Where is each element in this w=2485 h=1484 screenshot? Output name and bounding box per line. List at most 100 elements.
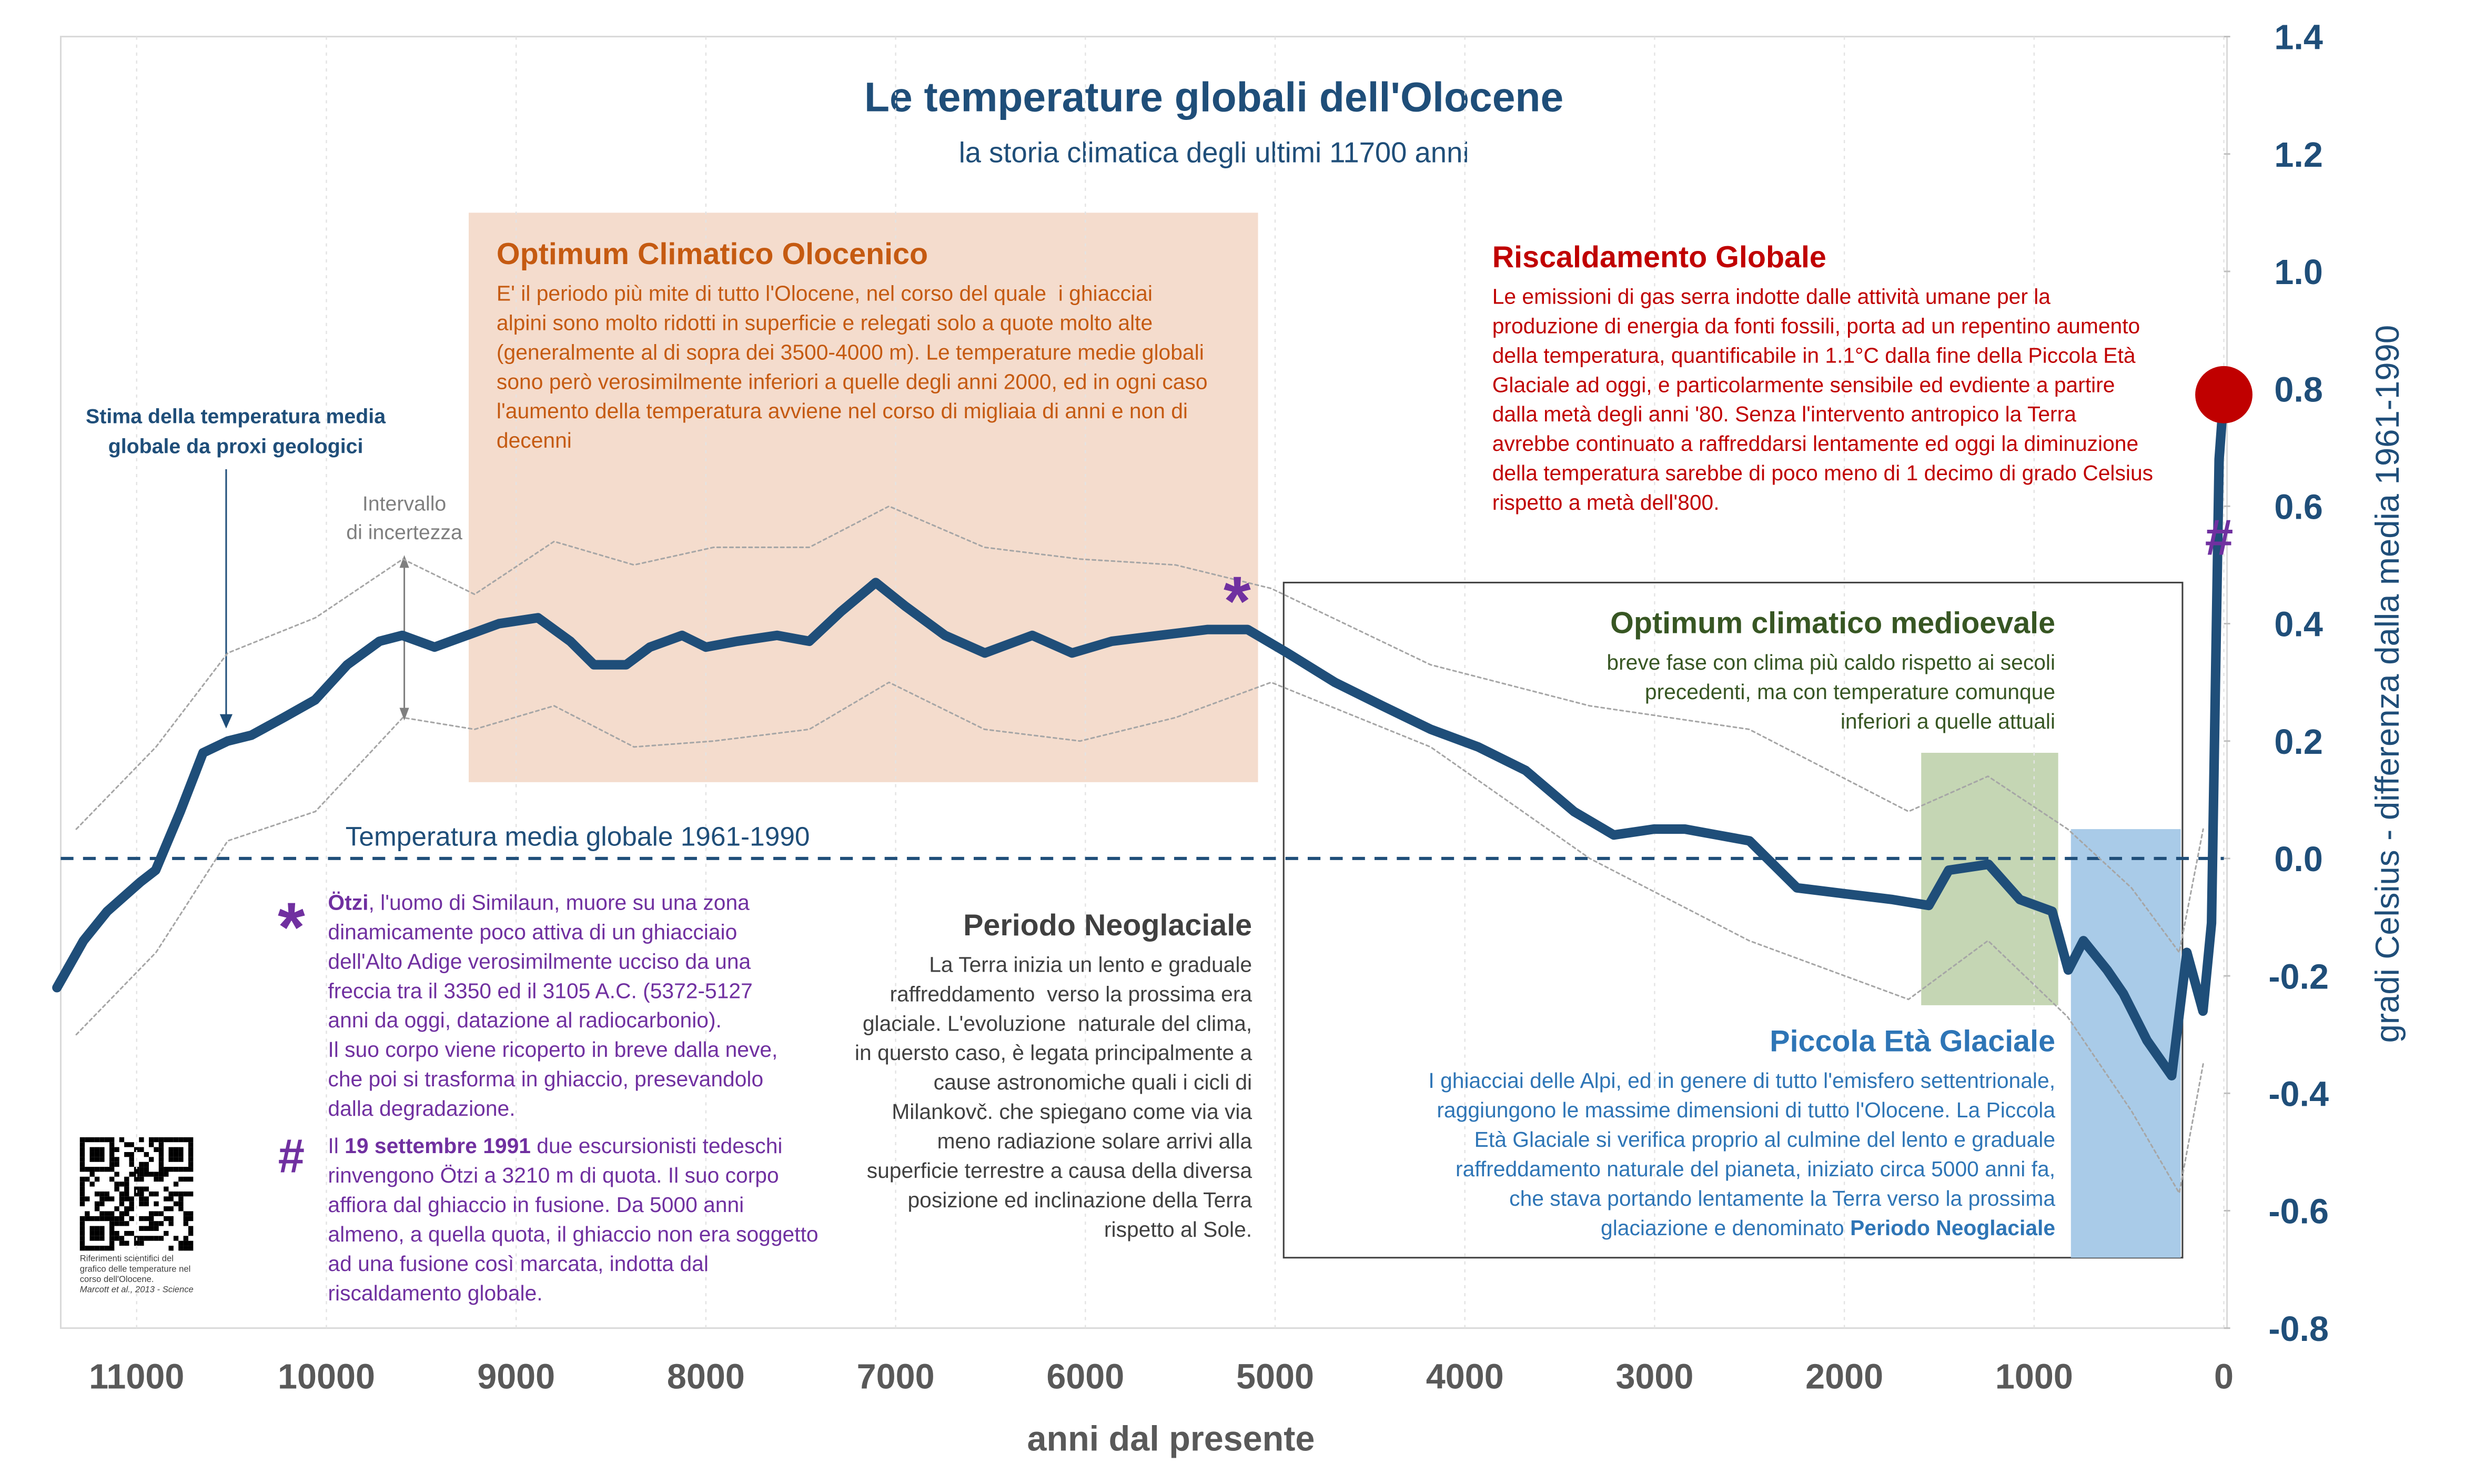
annotation-line: riscaldamento globale.	[328, 1281, 542, 1305]
y-tick-label: 1.2	[2274, 136, 2322, 175]
qr-cell	[79, 1221, 85, 1226]
x-tick-label: 10000	[278, 1358, 375, 1397]
qr-cell	[139, 1240, 144, 1246]
x-tick-label: 5000	[1236, 1358, 1314, 1397]
qr-cell	[188, 1191, 194, 1197]
qr-cell	[94, 1236, 100, 1241]
qr-cell	[79, 1152, 85, 1157]
annotation-line: globale da proxi geologici	[108, 435, 363, 458]
qr-cell	[99, 1191, 105, 1197]
qr-cell	[158, 1221, 164, 1226]
qr-cell	[89, 1216, 95, 1221]
qr-cell	[173, 1152, 179, 1157]
qr-cell	[79, 1137, 85, 1143]
qr-cell	[94, 1176, 100, 1182]
annotation-line: l'aumento della temperatura avviene nel …	[497, 399, 1188, 423]
qr-cell	[164, 1172, 169, 1177]
qr-cell	[188, 1137, 194, 1143]
qr-cell	[114, 1221, 119, 1226]
qr-cell	[104, 1167, 110, 1172]
qr-cell	[188, 1230, 194, 1236]
qr-cell	[154, 1201, 159, 1207]
qr-cell	[79, 1147, 85, 1152]
x-tick-label: 3000	[1615, 1358, 1693, 1397]
annotation-line: breve fase con clima più caldo rispetto …	[1607, 650, 2055, 674]
qr-cell	[119, 1201, 125, 1207]
qr-cell	[158, 1152, 164, 1157]
qr-cell	[154, 1226, 159, 1231]
qr-cell	[119, 1196, 125, 1202]
qr-cell	[99, 1137, 105, 1143]
annotation-line: glaciazione e denominato Periodo Neoglac…	[1601, 1216, 2055, 1240]
qr-cell	[99, 1211, 105, 1216]
qr-cell	[129, 1201, 134, 1207]
qr-cell	[85, 1196, 90, 1202]
y-tick-label: -0.8	[2268, 1310, 2329, 1349]
qr-cell	[148, 1191, 154, 1197]
qr-cell	[173, 1137, 179, 1143]
qr-cell	[139, 1137, 144, 1143]
qr-cell	[183, 1216, 188, 1221]
qr-cell	[178, 1191, 184, 1197]
qr-cell	[85, 1211, 90, 1216]
qr-cell	[183, 1221, 188, 1226]
qr-cell	[79, 1167, 85, 1172]
qr-cell	[104, 1137, 110, 1143]
qr-cell	[188, 1152, 194, 1157]
qr-cell	[114, 1236, 119, 1241]
annotation-line: Il suo corpo viene ricoperto in breve da…	[328, 1037, 777, 1062]
qr-cell	[148, 1236, 154, 1241]
qr-cell	[168, 1196, 174, 1202]
qr-cell	[188, 1226, 194, 1231]
qr-cell	[168, 1157, 174, 1162]
qr-cell	[154, 1147, 159, 1152]
qr-cell	[139, 1186, 144, 1192]
qr-cell	[94, 1147, 100, 1152]
y-tick-label: 1.4	[2274, 18, 2322, 57]
qr-cell	[119, 1211, 125, 1216]
qr-cell	[114, 1182, 119, 1187]
qr-cell	[89, 1147, 95, 1152]
qr-cell	[139, 1162, 144, 1167]
annotation-line: Il 19 settembre 1991 due escursionisti t…	[328, 1134, 782, 1158]
annotation-line: (generalmente al di sopra dei 3500-4000 …	[497, 340, 1204, 364]
qr-cell	[124, 1196, 129, 1202]
uncertainty-line	[75, 505, 2204, 953]
qr-cell	[129, 1162, 134, 1167]
qr-cell	[99, 1152, 105, 1157]
qr-cell	[129, 1196, 134, 1202]
annotation-line: La Terra inizia un lento e graduale	[929, 952, 1252, 976]
annotation-segment: Periodo Neoglaciale	[1850, 1216, 2055, 1240]
qr-cell	[168, 1147, 174, 1152]
annotation-line: che stava portando lentamente la Terra v…	[1509, 1186, 2055, 1210]
annotation-line: precedenti, ma con temperature comunque	[1645, 680, 2055, 704]
region	[2070, 829, 2181, 1258]
qr-cell	[168, 1167, 174, 1172]
qr-cell	[148, 1157, 154, 1162]
qr-cell	[158, 1211, 164, 1216]
qr-cell	[109, 1137, 115, 1143]
y-tick-label: 0.0	[2274, 840, 2322, 879]
qr-cell	[79, 1236, 85, 1241]
uncertainty-line	[75, 681, 2204, 1194]
qr-cell	[114, 1147, 119, 1152]
qr-cell	[89, 1157, 95, 1162]
annotation-line: inferiori a quelle attuali	[1841, 709, 2055, 733]
temperature-line	[52, 390, 2229, 1081]
qr-cell	[164, 1196, 169, 1202]
qr-cell	[99, 1236, 105, 1241]
qr-cell	[168, 1221, 174, 1226]
qr-cell	[178, 1157, 184, 1162]
annotation-line: freccia tra il 3350 ed il 3105 A.C. (537…	[328, 978, 752, 1003]
qr-cell	[164, 1206, 169, 1212]
qr-cell	[158, 1167, 164, 1172]
qr-cell	[89, 1246, 95, 1251]
qr-cell	[144, 1196, 149, 1202]
annotation-line: meno radiazione solare arrivi alla	[937, 1129, 1252, 1153]
qr-cell	[148, 1172, 154, 1177]
qr-cell	[114, 1172, 119, 1177]
qr-cell	[79, 1186, 85, 1192]
symbol: #	[278, 1129, 305, 1183]
region	[1282, 581, 2184, 1259]
